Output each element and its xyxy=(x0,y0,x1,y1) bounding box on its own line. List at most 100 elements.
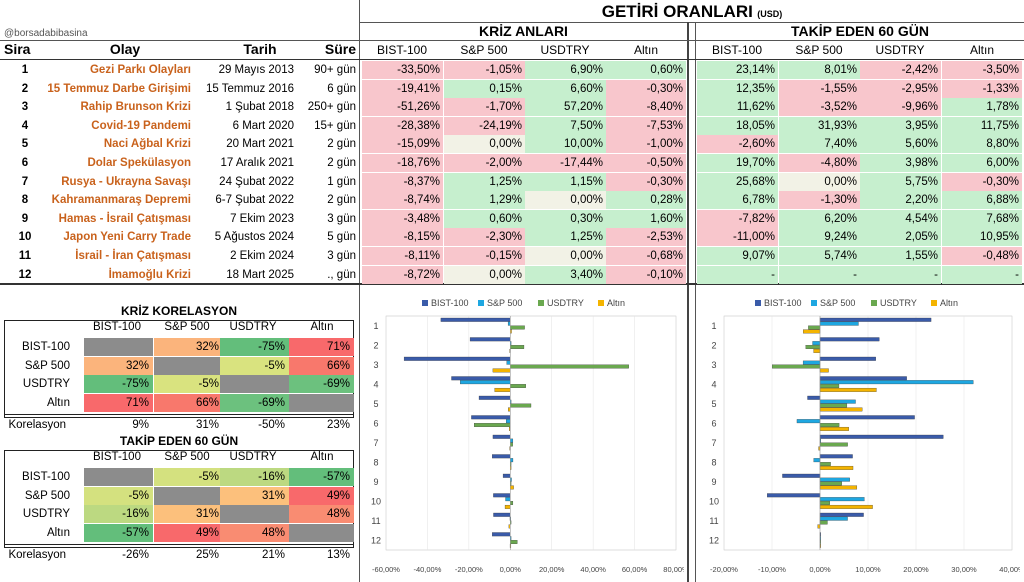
after-return-cell: 9,24% xyxy=(779,228,860,247)
x-tick-label: -20,00% xyxy=(710,565,738,574)
row-number: 3 xyxy=(21,101,29,114)
after-return-cell: 25,68% xyxy=(697,172,778,191)
bar xyxy=(817,524,821,529)
y-tick-label: 1 xyxy=(373,321,378,331)
table-row: 3 Rahip Brunson Krizi 1 Şubat 2018 250+ gün… xyxy=(0,98,1024,117)
crisis-return-cell: -1,00% xyxy=(606,135,686,154)
event-name: Hamas - İsrail Çatışması xyxy=(58,212,191,225)
bar xyxy=(767,493,821,498)
bar xyxy=(819,317,932,322)
corr-col-header: S&P 500 xyxy=(164,321,210,333)
event-duration: 2 gün xyxy=(327,157,356,169)
bar xyxy=(819,387,877,392)
y-tick-label: 4 xyxy=(711,379,716,389)
event-duration: 2 gün xyxy=(327,138,356,151)
crisis-return-cell: 0,28% xyxy=(606,191,686,210)
bar xyxy=(819,477,850,482)
x-tick-label: 20,00% xyxy=(903,565,929,574)
event-date: 1 Şubat 2018 xyxy=(225,101,294,114)
event-name: Covid-19 Pandemi xyxy=(91,119,191,132)
corr-cell: 32% xyxy=(84,356,153,375)
after-return-cell: -3,52% xyxy=(779,98,860,117)
row-number: 12 xyxy=(18,268,32,281)
after60-bar-chart: -20,00% -10,00% 0,00% 10,00% 20,00% 30,00% 40,… xyxy=(709,298,1020,574)
corr-footer-label: Korelasyon xyxy=(8,549,66,561)
event-name: İsrail - İran Çatışması xyxy=(75,250,191,262)
crisis-return-cell: -17,44% xyxy=(525,154,606,172)
after-return-cell: - xyxy=(779,265,860,284)
bar xyxy=(510,384,526,388)
bar xyxy=(510,540,518,544)
after-return-cell: 1,55% xyxy=(860,247,941,265)
bar xyxy=(819,497,865,502)
x-tick-label: -60,00% xyxy=(372,565,400,574)
bar xyxy=(510,458,514,463)
event-date: 24 Şubat 2022 xyxy=(219,175,294,188)
corr-cell: -75% xyxy=(220,338,289,356)
corr-cell: -69% xyxy=(220,393,289,412)
y-tick-label: 5 xyxy=(373,399,378,409)
bar xyxy=(440,317,511,322)
corr-cell: 66% xyxy=(289,356,354,375)
bar xyxy=(819,407,863,412)
corr-col-header: USDTRY xyxy=(229,321,277,333)
x-tick-label: 20,00% xyxy=(539,565,565,574)
event-duration: 5 gün xyxy=(327,231,356,244)
x-tick-label: -20,00% xyxy=(455,565,483,574)
bar xyxy=(819,384,840,388)
bar xyxy=(502,473,511,478)
crisis-return-cell: 1,60% xyxy=(606,209,686,228)
after-col-header: Altın xyxy=(969,43,994,57)
y-tick-label: 2 xyxy=(373,340,378,350)
crisis-return-cell: 0,00% xyxy=(444,135,525,154)
crisis-return-cell: -0,15% xyxy=(444,247,525,265)
corr-footer-line xyxy=(4,544,354,545)
crisis-return-cell: 0,30% xyxy=(525,209,606,228)
crisis-return-cell: -8,74% xyxy=(362,191,443,210)
x-tick-label: 40,00% xyxy=(999,565,1020,574)
after-col-header: S&P 500 xyxy=(795,43,843,57)
corr-cell: -57% xyxy=(84,523,153,542)
bar xyxy=(505,419,511,424)
event-date: 6-7 Şubat 2022 xyxy=(215,194,294,207)
legend-label: BIST-100 xyxy=(764,298,802,308)
corr-cell: -5% xyxy=(84,486,153,505)
y-tick-label: 12 xyxy=(371,535,381,545)
event-duration: 3 gün xyxy=(327,250,356,262)
bar xyxy=(510,485,514,490)
row-number: 7 xyxy=(21,175,29,188)
bar xyxy=(469,337,511,342)
crisis-return-cell: -33,50% xyxy=(362,61,443,79)
bar xyxy=(813,348,821,353)
after-return-cell: -2,42% xyxy=(860,61,941,79)
table-row: 6 Dolar Spekülasyon 17 Aralık 2021 2 gün -18… xyxy=(0,154,1024,172)
divider xyxy=(0,40,1024,41)
divider xyxy=(695,22,696,582)
after-return-cell: 23,14% xyxy=(697,61,778,79)
plot-area xyxy=(385,315,677,551)
crisis-return-cell: -0,10% xyxy=(606,265,686,284)
corr-footer-value: 25% xyxy=(195,549,219,561)
y-tick-label: 4 xyxy=(373,379,378,389)
bar xyxy=(808,325,821,330)
bar xyxy=(492,454,511,459)
legend-swatch xyxy=(598,300,604,306)
corr-col-header: BIST-100 xyxy=(93,321,141,333)
bar xyxy=(460,380,511,385)
table-row: 2 15 Temmuz Darbe Girişimi 15 Temmuz 2016 6… xyxy=(0,79,1024,98)
corr-row-label: USDTRY xyxy=(22,508,70,520)
corr-cell: 71% xyxy=(84,393,153,412)
divider xyxy=(360,22,1024,23)
table-row: 11 İsrail - İran Çatışması 2 Ekim 2024 3 gü… xyxy=(0,247,1024,265)
bar xyxy=(813,458,821,463)
legend-label: S&P 500 xyxy=(820,298,855,308)
crisis-return-cell: 6,60% xyxy=(525,79,606,98)
bar xyxy=(819,376,907,381)
corr-title: KRİZ KORELASYON xyxy=(120,304,237,318)
corr-row-label: Altın xyxy=(46,396,70,409)
bar xyxy=(819,454,853,459)
crisis-return-cell: -1,70% xyxy=(444,98,525,117)
after-return-cell: 9,07% xyxy=(697,247,778,265)
after-return-cell: - xyxy=(860,265,941,284)
bar xyxy=(772,364,821,369)
